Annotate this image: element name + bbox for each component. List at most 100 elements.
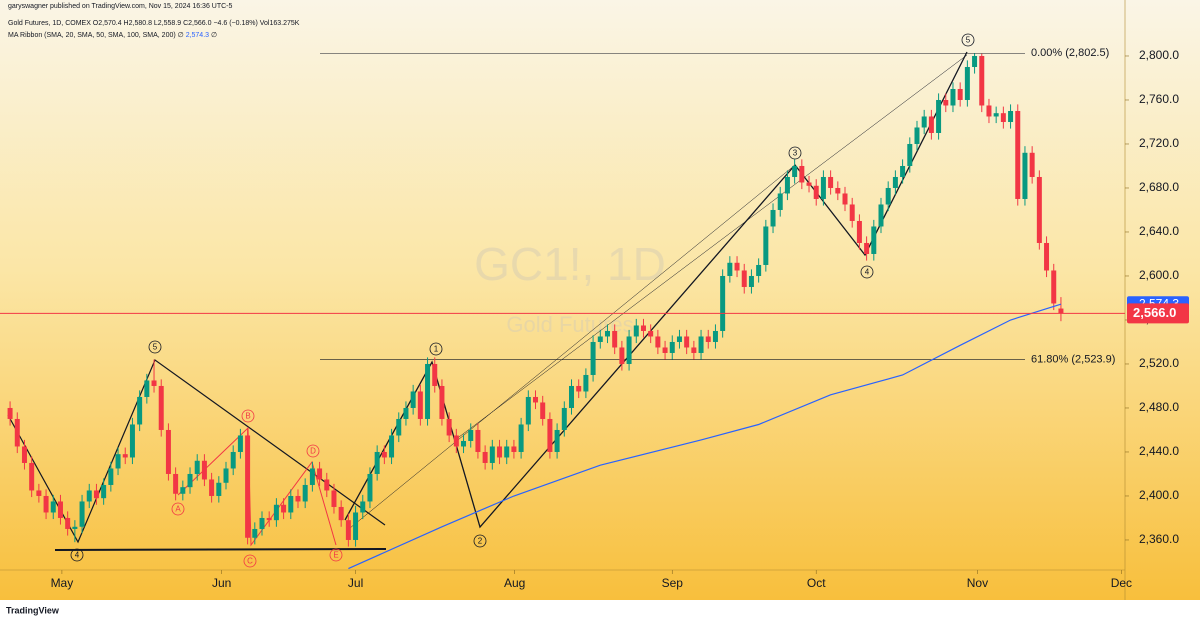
candle-body: [1022, 152, 1028, 199]
candle-body: [1000, 113, 1006, 122]
candle-body: [122, 454, 128, 458]
candle-body: [237, 435, 243, 452]
candle-body: [1044, 242, 1050, 271]
candle-body: [137, 396, 143, 425]
channel-line: [454, 54, 968, 441]
wave-label: 3: [793, 149, 798, 158]
candle-body: [770, 209, 776, 227]
candle-body: [784, 176, 790, 194]
candle-body: [439, 385, 445, 419]
candle-body: [50, 501, 56, 513]
candle-body: [165, 429, 171, 474]
support-line: [54, 548, 387, 551]
footer-bar: [0, 600, 1200, 621]
candle-body: [129, 424, 135, 458]
wave-label: 2: [478, 537, 483, 546]
candle-body: [921, 116, 927, 128]
candle-body: [856, 220, 862, 243]
candle-body: [525, 396, 531, 425]
wave-label: 4: [75, 551, 80, 560]
candle-body: [403, 407, 409, 419]
candle-body: [705, 336, 711, 342]
series-layer: 2,360.02,400.02,440.02,480.02,520.02,560…: [0, 33, 1189, 590]
candle-body: [489, 446, 495, 463]
candle-body: [324, 479, 330, 491]
candle-body: [108, 468, 114, 485]
candle-body: [936, 99, 942, 133]
candle-body: [194, 460, 200, 474]
wave-label-ring: [243, 554, 257, 568]
candle-body: [892, 176, 898, 188]
candle-body: [345, 520, 351, 540]
candle-body: [900, 165, 906, 177]
candle-body: [907, 143, 913, 166]
candle-body: [36, 490, 42, 496]
candle-body: [986, 105, 992, 117]
candle-body: [7, 407, 13, 419]
candle-body: [446, 418, 452, 436]
footer-logo: TradingView: [6, 605, 60, 615]
candle-body: [820, 176, 826, 199]
candle-body: [86, 490, 92, 502]
wave-label: B: [245, 412, 250, 421]
x-tick-label: Oct: [807, 576, 826, 590]
candle-body: [763, 226, 769, 265]
y-tick-label: 2,520.0: [1139, 356, 1179, 370]
y-tick-label: 2,640.0: [1139, 224, 1179, 238]
candle-body: [792, 165, 798, 177]
candle-body: [511, 446, 517, 452]
x-tick-label: May: [51, 576, 74, 590]
wave-label-ring: [70, 548, 84, 562]
candle-body: [928, 116, 934, 133]
symbol-line: Gold Futures, 1D, COMEX O2,570.4 H2,580.…: [8, 20, 300, 27]
wave-label: D: [310, 447, 316, 456]
candle-body: [223, 468, 229, 483]
candle-body: [914, 127, 920, 144]
y-tick-label: 2,360.0: [1139, 532, 1179, 546]
candle-body: [568, 385, 574, 408]
candle-body: [871, 226, 877, 254]
indicator-name: MA Ribbon (SMA, 20, SMA, 50, SMA, 100, S…: [8, 32, 176, 39]
candle-body: [295, 495, 301, 502]
candle-body: [216, 482, 222, 496]
candle-body: [252, 528, 258, 538]
ma-line: [348, 303, 1062, 570]
wave-label-ring: [961, 33, 975, 47]
candle-body: [533, 396, 539, 403]
candle-body: [151, 380, 157, 386]
candle-body: [633, 325, 639, 337]
candle-body: [813, 185, 819, 199]
wave-label: A: [175, 505, 181, 514]
candle-body: [29, 462, 35, 491]
y-tick-label: 2,480.0: [1139, 400, 1179, 414]
candle-body: [640, 325, 646, 331]
candle-body: [273, 504, 279, 521]
wave-label: C: [247, 557, 253, 566]
candle-body: [302, 484, 308, 502]
candle-body: [209, 479, 215, 496]
candle-body: [590, 341, 596, 375]
candle-body: [676, 336, 682, 342]
wave-label: E: [333, 551, 338, 560]
candle-body: [669, 341, 675, 353]
candle-body: [288, 495, 294, 513]
candle-body: [317, 468, 323, 480]
candle-body: [720, 275, 726, 331]
wave-label: 5: [153, 343, 158, 352]
candle-body: [79, 501, 85, 527]
candle-body: [43, 495, 49, 513]
candle-body: [626, 336, 632, 364]
wave-label: 4: [865, 268, 870, 277]
candle-body: [864, 242, 870, 254]
candle-body: [698, 336, 704, 353]
wave-label-ring: [473, 534, 487, 548]
candle-body: [396, 418, 402, 436]
candle-body: [712, 330, 718, 342]
candle-body: [93, 490, 99, 499]
wave-label: 1: [434, 345, 439, 354]
candle-body: [367, 473, 373, 502]
candle-body: [245, 435, 251, 538]
indicator-line: MA Ribbon (SMA, 20, SMA, 50, SMA, 100, S…: [8, 32, 218, 39]
candle-body: [158, 385, 164, 430]
